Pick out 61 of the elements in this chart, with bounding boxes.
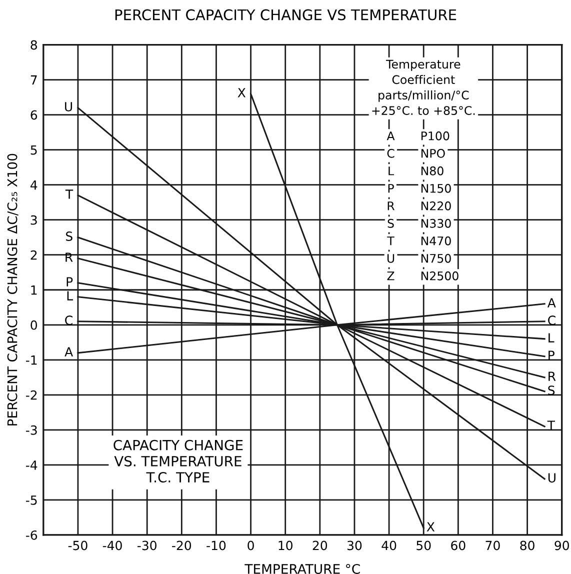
series-label: L: [548, 333, 554, 342]
y-tick-label: -4: [26, 460, 38, 470]
annotation: CAPACITY CHANGE VS. TEMPERATURE T.C. TYPE: [114, 440, 243, 483]
series-label: S: [548, 386, 555, 396]
y-tick-label: 1: [31, 286, 37, 295]
text: R N220: [388, 201, 451, 210]
text: P: [66, 277, 73, 286]
x-tick-label: 80: [520, 540, 534, 550]
y-tick-label: 7: [30, 75, 37, 85]
x-tick-label: -40: [102, 540, 122, 550]
y-tick-label: -1: [26, 356, 37, 365]
text: S N330: [388, 218, 451, 228]
x-tick-label: -30: [137, 540, 156, 550]
x-tick-label: 70: [486, 540, 500, 550]
text: U: [65, 102, 72, 112]
text: C: [65, 316, 72, 326]
x-tick-label: 40: [382, 540, 396, 550]
text: S: [66, 232, 72, 241]
x-tick-label: 30: [347, 540, 362, 550]
text: Z N2500: [387, 271, 458, 280]
y-tick-label: 0: [30, 320, 38, 330]
series-label: R: [548, 372, 556, 381]
y-tick-label: -2: [26, 390, 37, 400]
series-label: C: [548, 316, 556, 326]
series-label: T: [547, 420, 556, 430]
x-tick-label: -20: [172, 540, 192, 550]
text: T N470: [387, 236, 451, 246]
x-tick-label: 90: [554, 540, 569, 550]
y-tick-label: 3: [30, 215, 37, 225]
series-label: X: [426, 522, 435, 532]
text: C NPO: [387, 148, 445, 158]
x-tick-label: 10: [278, 540, 292, 550]
x-tick-label: -50: [68, 540, 88, 550]
text: A P100: [386, 131, 450, 140]
y-axis-title: PERCENT CAPACITY CHANGE ΔC/C₂₅ X100: [7, 154, 18, 426]
series-label: P: [548, 350, 554, 360]
x-tick-label: 20: [312, 540, 328, 550]
y-tick-label: -6: [26, 530, 38, 540]
text: T: [65, 190, 74, 199]
x-tick-label: 0: [248, 540, 254, 550]
y-tick-label: 8: [30, 40, 37, 50]
text: L: [67, 291, 74, 300]
text: L N80: [388, 166, 444, 176]
series-label: A: [547, 298, 556, 308]
x-tick-label: -10: [206, 540, 226, 550]
y-tick-label: 6: [30, 110, 38, 120]
text: P N150: [388, 184, 451, 193]
y-tick-label: 5: [30, 145, 37, 155]
series-label: U: [548, 473, 556, 483]
x-axis-title: TEMPERATURE °C: [244, 564, 360, 574]
y-tick-label: 2: [30, 250, 37, 260]
text: A: [64, 347, 73, 356]
y-tick-label: -5: [26, 496, 37, 505]
text: X: [238, 88, 246, 98]
y-tick-label: 4: [30, 180, 38, 190]
chart-title: PERCENT CAPACITY CHANGE VS TEMPERATURE: [115, 9, 456, 20]
x-tick-label: 50: [416, 540, 431, 550]
text: U N750: [387, 254, 451, 263]
annotation: Temperature Coefficient parts/million/°C +25°C. to +85°C.: [372, 60, 475, 116]
x-tick-label: 60: [451, 540, 466, 550]
y-tick-label: -3: [26, 425, 37, 435]
